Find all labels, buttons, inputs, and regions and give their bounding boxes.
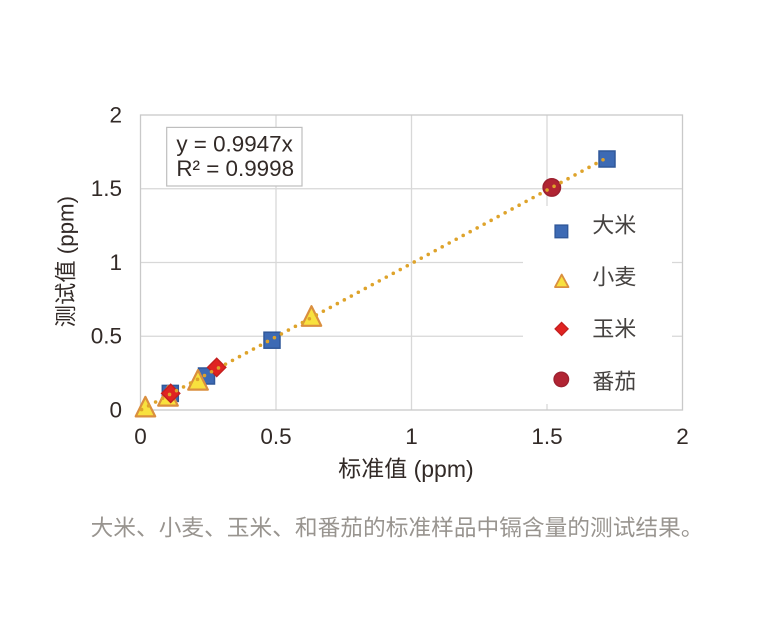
svg-text:R² = 0.9998: R² = 0.9998 — [176, 156, 294, 181]
svg-text:0: 0 — [109, 397, 122, 422]
svg-text:(ppm): (ppm) — [414, 456, 474, 482]
svg-text:1.5: 1.5 — [91, 176, 122, 201]
svg-text:0.5: 0.5 — [91, 324, 122, 349]
svg-text:0.5: 0.5 — [260, 424, 291, 449]
svg-text:(ppm): (ppm) — [54, 196, 79, 254]
svg-text:1: 1 — [109, 250, 122, 275]
svg-text:0: 0 — [134, 424, 147, 449]
svg-text:2: 2 — [676, 424, 689, 449]
svg-text:1.5: 1.5 — [531, 424, 562, 449]
svg-text:1: 1 — [405, 424, 418, 449]
svg-text:2: 2 — [109, 102, 122, 127]
svg-text:y = 0.9947x: y = 0.9947x — [176, 132, 292, 157]
